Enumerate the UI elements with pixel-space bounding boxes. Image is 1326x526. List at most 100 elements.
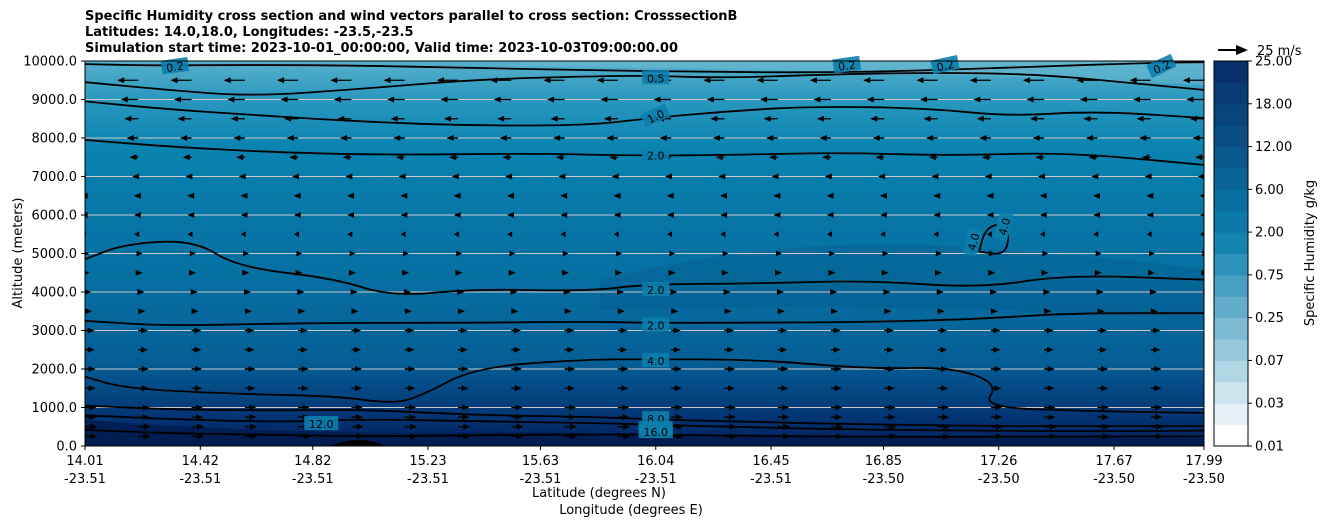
wind-arrow-head — [356, 423, 364, 430]
wind-arrow-head — [1046, 327, 1054, 334]
wind-arrow-head — [995, 404, 1003, 411]
wind-arrow-head — [493, 96, 501, 103]
wind-arrow-head — [514, 346, 521, 353]
colorbar-tick-label: 0.25 — [1255, 311, 1284, 326]
wind-arrow-head — [1100, 346, 1108, 353]
colorbar-band — [1214, 103, 1248, 126]
x-tick-label-lon: -23.51 — [64, 472, 106, 487]
wind-arrow-head — [973, 96, 981, 103]
wind-arrow-head — [976, 115, 984, 122]
wind-arrow-head — [782, 404, 790, 411]
wind-arrow-head — [506, 192, 514, 199]
wind-arrow-head — [775, 269, 783, 276]
wind-arrow-head — [277, 77, 284, 84]
wind-arrow-head — [449, 154, 457, 161]
wind-arrow-head — [831, 308, 838, 315]
wind-arrow-head — [670, 289, 678, 295]
colorbar-tick-label: 25.00 — [1255, 55, 1292, 70]
wind-arrow-head — [462, 414, 470, 421]
wind-arrow-head — [280, 96, 288, 103]
y-tick-label: 0.0 — [56, 440, 77, 455]
wind-arrow-head — [722, 250, 729, 257]
wind-arrow-head — [940, 327, 948, 334]
wind-arrow-head — [293, 192, 301, 199]
wind-arrow-head — [286, 135, 294, 141]
wind-arrow-head — [408, 385, 416, 392]
wind-arrow-head — [134, 212, 141, 218]
wind-arrow-head — [1030, 115, 1038, 122]
wind-arrow-head — [87, 346, 95, 353]
wind-arrow-head — [355, 366, 362, 372]
wind-arrow-head — [387, 96, 395, 103]
y-tick-label: 6000.0 — [32, 209, 78, 224]
wind-arrow-head — [124, 115, 132, 122]
wind-arrow-head — [1101, 366, 1108, 372]
wind-arrow-head — [71, 116, 78, 122]
chart-title: Specific Humidity cross section and wind… — [85, 9, 738, 24]
wind-arrow-head — [780, 327, 788, 334]
wind-arrow-head — [881, 269, 889, 276]
wind-arrow-head — [560, 212, 568, 218]
wind-arrow-head — [141, 327, 148, 334]
wind-arrow-head — [1207, 328, 1214, 334]
wind-arrow-head — [1041, 269, 1049, 276]
colorbar-frame — [1213, 60, 1249, 447]
wind-arrow-head — [621, 385, 629, 392]
wind-arrow-head — [1146, 231, 1152, 238]
colorbar-band — [1214, 360, 1248, 383]
contour-label-group: 2.0 — [642, 317, 670, 333]
y-axis-label: Altitude (meters) — [11, 198, 26, 309]
wind-arrow-head — [294, 231, 299, 238]
chart-subtitle-times: Simulation start time: 2023-10-01_00:00:… — [85, 41, 678, 56]
wind-arrow-head — [76, 154, 83, 160]
wind-arrow-head — [400, 212, 408, 218]
wind-arrow-head — [550, 115, 558, 122]
wind-arrow-head — [190, 289, 198, 295]
wind-arrow-head — [1048, 414, 1056, 421]
wind-arrow-head — [1094, 269, 1102, 276]
wind-arrow-head — [887, 385, 895, 392]
wind-arrow-head — [514, 327, 521, 334]
colorbar-tick-label: 12.00 — [1255, 140, 1292, 155]
wind-arrow-head — [829, 250, 835, 257]
wind-arrow-head — [143, 423, 151, 430]
wind-arrow-head — [827, 212, 834, 218]
x-tick-label-lat: 15.23 — [409, 454, 446, 469]
wind-arrow-head — [180, 135, 188, 141]
wind-arrow-head — [834, 366, 842, 372]
y-tick-label: 1000.0 — [32, 401, 78, 416]
x-tick-label-lon: -23.50 — [978, 472, 1020, 487]
wind-arrow-head — [462, 404, 470, 411]
wind-arrow-head — [710, 115, 718, 122]
wind-arrow-head — [870, 115, 878, 122]
wind-arrow-head — [926, 135, 934, 141]
x-tick-label-lat: 14.42 — [182, 454, 219, 469]
contour-label-bg — [642, 70, 670, 85]
contour-label-group: 4.0 — [962, 226, 983, 257]
wind-arrow-head — [1026, 96, 1034, 103]
wind-arrow-head — [1200, 231, 1204, 237]
x-axis-label: Latitude (degrees N) — [532, 486, 666, 501]
wind-arrow-head — [355, 404, 363, 411]
wind-arrow-head — [247, 346, 255, 353]
wind-arrow-head — [558, 173, 566, 180]
wind-arrow-head — [986, 192, 994, 199]
colorbar-band — [1214, 274, 1248, 297]
wind-arrow-head — [560, 231, 566, 238]
wind-arrow-head — [454, 212, 461, 218]
wind-arrow-head — [342, 154, 350, 161]
contour-label: 2.0 — [647, 149, 665, 162]
wind-arrow-head — [453, 192, 461, 199]
wind-arrow-head — [243, 250, 249, 257]
wind-arrow-head — [613, 212, 621, 218]
contour-line-2.0 — [85, 139, 1204, 166]
colorbar: 0.01 0.03 0.07 0.25 0.75 2.00 6.00 12.00 18.00 25… — [1213, 55, 1292, 455]
wind-arrow-head — [189, 269, 196, 276]
wind-arrow-head — [562, 269, 569, 276]
contour-label: 0.2 — [166, 60, 185, 75]
wind-arrow-head — [721, 269, 729, 276]
wind-arrow-head — [833, 346, 841, 353]
wind-arrow-head — [244, 308, 252, 315]
wind-arrow-head — [1200, 213, 1204, 217]
